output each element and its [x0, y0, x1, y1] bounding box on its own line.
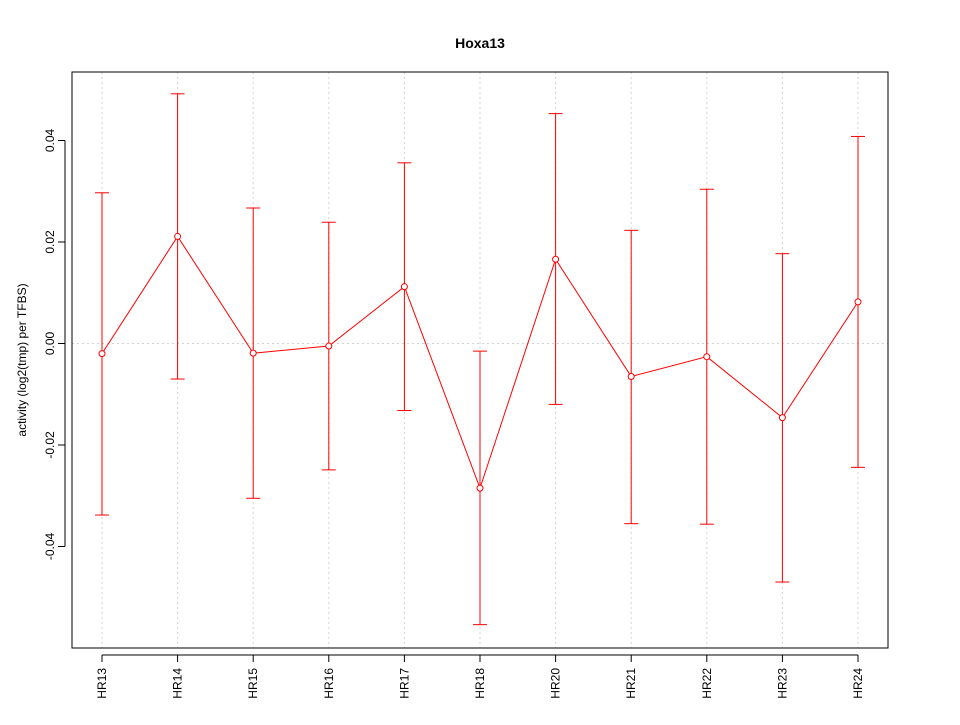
x-tick-label: HR22: [700, 668, 714, 699]
x-tick-label: HR17: [397, 668, 411, 699]
data-point: [627, 372, 635, 380]
y-tick-label: -0.04: [43, 533, 57, 561]
x-tick-label: HR13: [95, 668, 109, 699]
data-point: [476, 484, 484, 492]
chart-title: Hoxa13: [455, 35, 505, 51]
x-tick-label: HR23: [775, 668, 789, 699]
x-tick-label: HR15: [246, 668, 260, 699]
data-point: [400, 283, 408, 291]
y-tick-label: 0.04: [43, 129, 57, 153]
data-point: [249, 349, 257, 357]
plot-frame: [71, 71, 889, 649]
data-points: [98, 232, 862, 492]
x-tick-label: HR14: [171, 668, 185, 699]
y-tick-label: 0.02: [43, 230, 57, 254]
data-point: [552, 255, 560, 263]
y-axis-label: activity (log2(tmp) per TFBS): [15, 283, 29, 436]
data-point: [325, 342, 333, 350]
data-point: [174, 232, 182, 240]
x-tick-label: HR24: [851, 668, 865, 699]
y-tick-label: 0.00: [43, 332, 57, 356]
x-tick-label: HR16: [322, 668, 336, 699]
data-point: [778, 414, 786, 422]
x-tick-label: HR18: [473, 668, 487, 699]
data-point: [703, 353, 711, 361]
y-tick-label: -0.02: [43, 431, 57, 459]
data-point: [854, 298, 862, 306]
y-axis: -0.04 -0.02 0.00 0.02 0.04: [43, 129, 66, 561]
data-point: [98, 350, 106, 358]
x-tick-label: HR20: [549, 668, 563, 699]
x-tick-label: HR21: [624, 668, 638, 699]
x-axis: HR13 HR14 HR15 HR16 HR17 HR18 HR20 HR21 HR22 HR23…: [95, 654, 865, 699]
